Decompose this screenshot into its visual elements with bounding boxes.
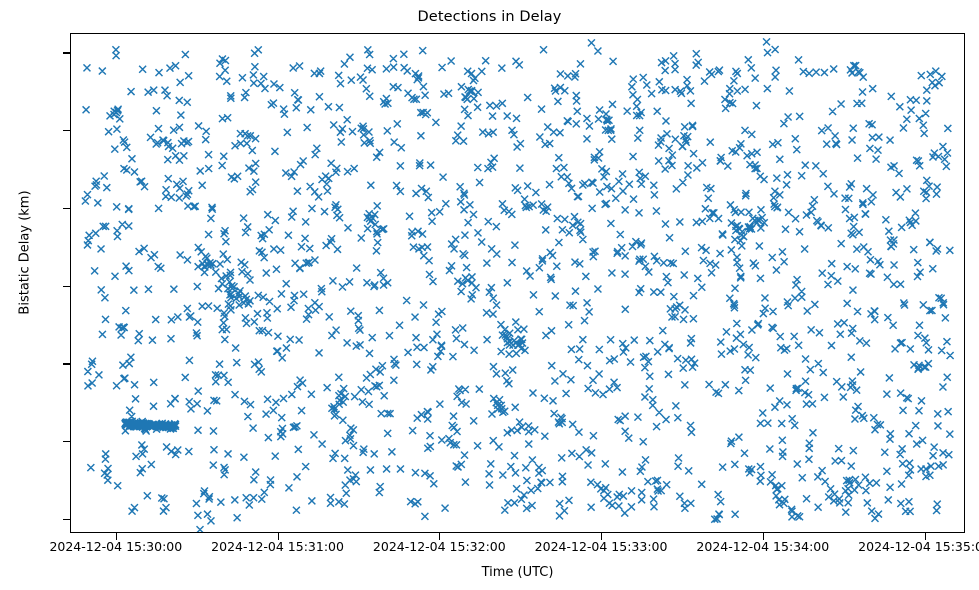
- x-tick-label: 2024-12-04 15:32:00: [372, 539, 506, 554]
- x-tick-mark: [601, 533, 603, 540]
- x-tick-label: 2024-12-04 15:31:00: [211, 539, 344, 554]
- y-axis-label: Bistatic Delay (km): [17, 190, 33, 315]
- y-tick-mark: [63, 519, 70, 521]
- x-tick-mark: [762, 533, 764, 540]
- plot-area[interactable]: [70, 33, 965, 533]
- x-tick-mark: [277, 533, 279, 540]
- y-tick-mark: [63, 285, 70, 287]
- y-tick-mark: [63, 207, 70, 210]
- page-title: Detections in Delay: [417, 9, 562, 25]
- x-tick-label: 2024-12-04 15:34:00: [696, 539, 830, 554]
- x-tick-label: 2024-12-04 15:33:00: [534, 539, 668, 554]
- y-tick-mark: [63, 363, 70, 365]
- x-tick-mark: [115, 533, 117, 540]
- x-tick-label: 2024-12-04 15:30:00: [49, 539, 183, 554]
- y-tick-mark: [63, 130, 70, 132]
- scatter-series: [81, 37, 955, 532]
- x-tick-label: 2024-12-04 15:35:00: [858, 539, 979, 554]
- y-tick-mark: [63, 52, 70, 54]
- x-axis-label: Time (UTC): [481, 565, 554, 580]
- x-tick-mark: [439, 533, 441, 540]
- x-tick-mark: [924, 533, 926, 540]
- y-tick-mark: [63, 441, 70, 443]
